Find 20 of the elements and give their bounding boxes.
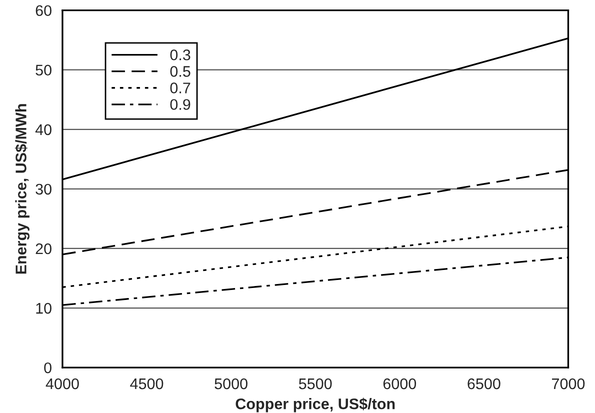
y-axis-title: Energy price, US$/MWh: [14, 104, 30, 274]
x-tick-label: 7000: [552, 378, 585, 390]
x-tick-label: 5500: [298, 378, 332, 390]
x-tick-label: 4000: [46, 378, 79, 390]
x-axis-title: Copper price, US$/ton: [236, 398, 395, 412]
y-tick-label: 50: [36, 64, 52, 76]
x-tick-label: 5000: [214, 378, 248, 390]
y-tick-label: 40: [35, 124, 52, 136]
y-tick-label: 30: [36, 184, 52, 195]
x-tick-label: 6500: [468, 378, 500, 390]
y-tick-label: 60: [36, 5, 52, 16]
y-tick-label: 0: [44, 362, 52, 374]
x-tick-label: 6000: [383, 378, 416, 390]
x-tick-label: 4500: [130, 378, 164, 390]
y-tick-label: 10: [36, 302, 52, 314]
legend-label: 0.3: [170, 49, 190, 60]
legend-label: 0.9: [170, 99, 190, 110]
legend-label: 0.7: [170, 82, 190, 94]
y-tick-label: 20: [36, 243, 52, 254]
legend-label: 0.5: [170, 66, 190, 77]
